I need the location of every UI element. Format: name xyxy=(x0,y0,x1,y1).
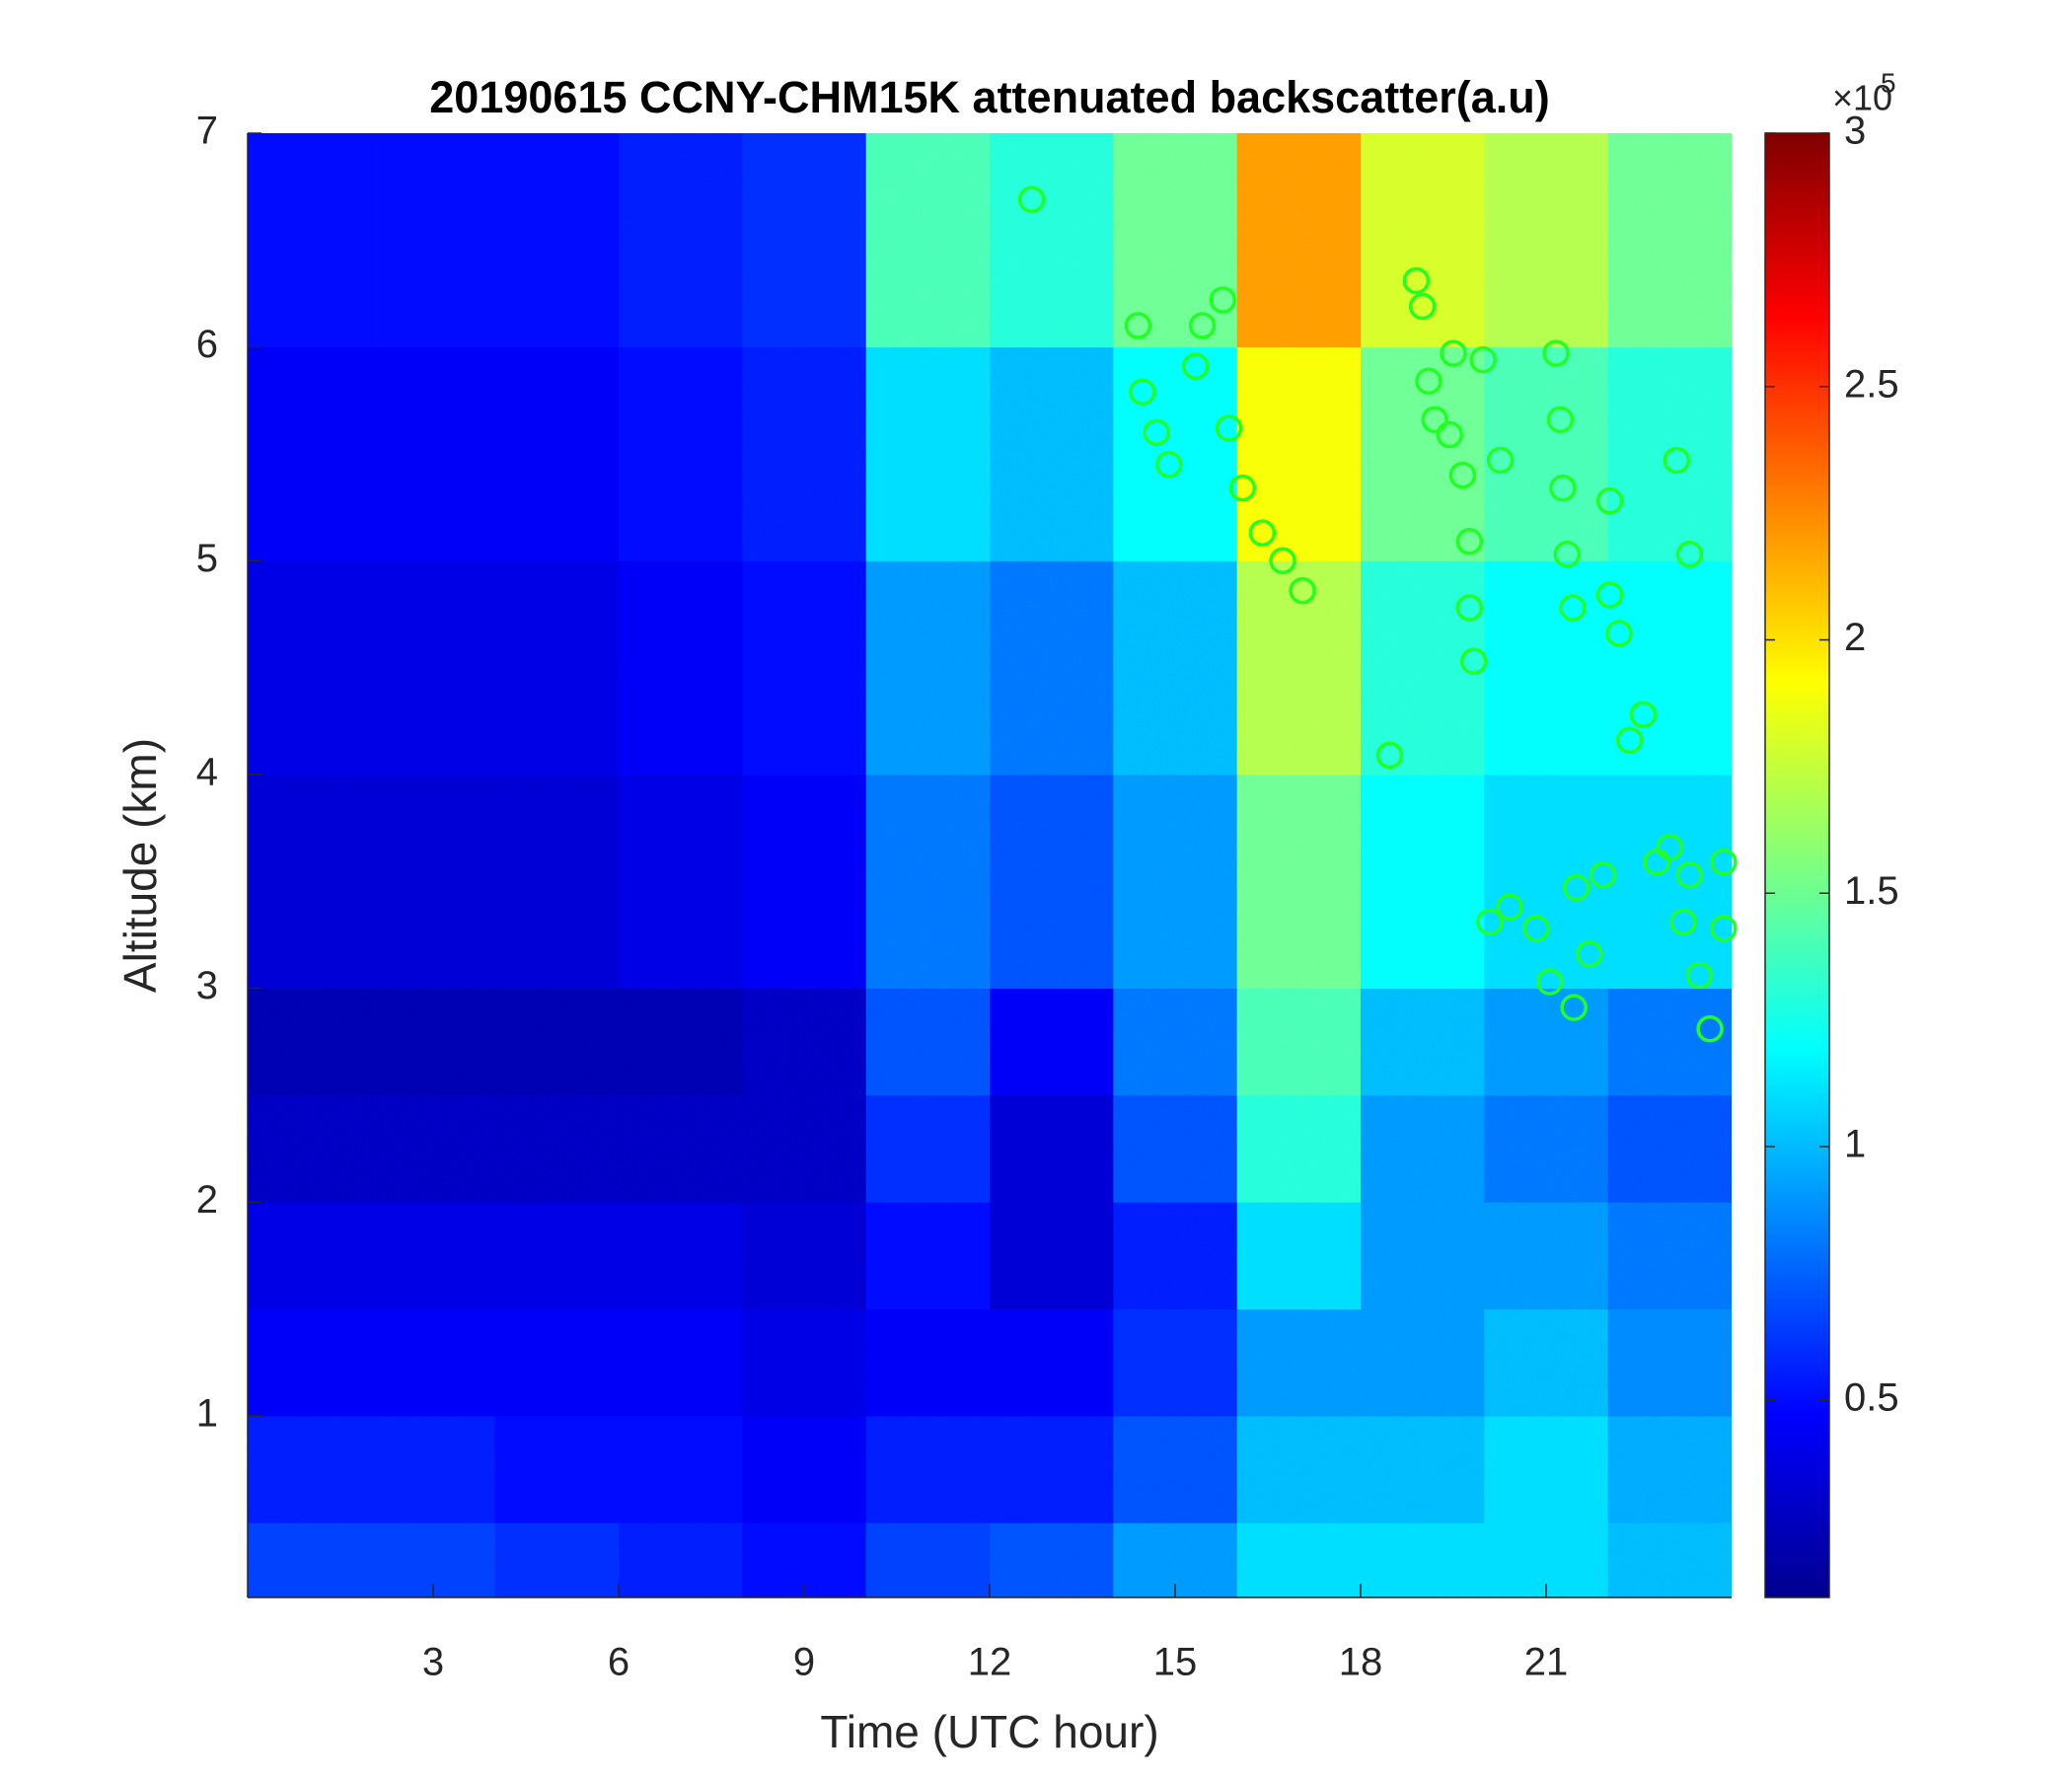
scatter-point xyxy=(1549,474,1577,502)
colorbar-scale-base: ×10 xyxy=(1832,78,1892,118)
scatter-point xyxy=(1559,594,1587,622)
scatter-point xyxy=(1215,414,1243,442)
scatter-point xyxy=(1228,474,1257,502)
scatter-point xyxy=(1595,486,1624,515)
x-axis-label: Time (UTC hour) xyxy=(820,1706,1158,1757)
colorbar xyxy=(1764,132,1830,1598)
colorbar-tick-label: 1.5 xyxy=(1844,869,1899,913)
scatter-overlay xyxy=(1017,186,1738,1043)
scatter-point xyxy=(1629,701,1658,729)
texture xyxy=(248,133,1732,1597)
scatter-point xyxy=(1448,461,1477,489)
scatter-point xyxy=(1496,893,1523,921)
y-tick-label: 4 xyxy=(196,750,218,793)
y-tick-label: 5 xyxy=(196,537,218,580)
scatter-point xyxy=(1455,528,1484,556)
scatter-point xyxy=(1615,726,1644,755)
x-tick-label: 21 xyxy=(1524,1641,1569,1684)
colorbar-tick-label: 0.5 xyxy=(1844,1375,1899,1419)
x-tick-label: 18 xyxy=(1339,1641,1383,1684)
scatter-point xyxy=(1605,620,1633,647)
scatter-point xyxy=(1696,1014,1724,1043)
scatter-point xyxy=(1181,352,1210,380)
scatter-point xyxy=(1402,266,1431,295)
scatter-point xyxy=(1421,406,1448,434)
scatter-point xyxy=(1455,594,1484,622)
scatter-point xyxy=(1710,849,1738,876)
scatter-point xyxy=(1675,541,1704,568)
colorbar-tick-label: 2.5 xyxy=(1844,362,1899,406)
colorbar-scale-power: 5 xyxy=(1881,67,1896,98)
scatter-point xyxy=(1562,873,1591,902)
scatter-point xyxy=(1560,994,1588,1021)
scatter-point xyxy=(1129,378,1156,406)
scatter-point xyxy=(1154,451,1183,479)
scatter-point xyxy=(1143,418,1170,447)
chart-title: 20190615 CCNY-CHM15K attenuated backscat… xyxy=(429,72,1549,122)
scatter-point xyxy=(1685,961,1714,990)
scatter-point xyxy=(1486,446,1515,475)
scatter-point xyxy=(1469,345,1497,374)
scatter-point xyxy=(1589,860,1617,889)
x-tick-label: 3 xyxy=(422,1641,444,1684)
scatter-point xyxy=(1663,446,1690,475)
scatter-point xyxy=(1375,741,1404,770)
scatter-point xyxy=(1436,420,1463,449)
x-tick-label: 6 xyxy=(608,1641,629,1684)
x-tick-label: 12 xyxy=(968,1641,1012,1684)
colorbar-tick-label: 2 xyxy=(1844,616,1866,659)
scatter-point xyxy=(1536,968,1564,996)
scatter-point xyxy=(1188,312,1217,339)
scatter-point xyxy=(1656,833,1684,861)
scatter-point xyxy=(1546,406,1575,434)
scatter-point xyxy=(1522,915,1550,942)
scatter-point xyxy=(1124,312,1152,339)
scatter-point xyxy=(1675,860,1704,889)
scatter-point xyxy=(1459,647,1488,675)
scatter-point xyxy=(1269,547,1296,575)
colorbar-tick-label: 3 xyxy=(1844,110,1866,153)
x-tick-label: 15 xyxy=(1153,1641,1198,1684)
x-tick-label: 9 xyxy=(793,1641,815,1684)
scatter-point xyxy=(1289,576,1316,605)
scatter-point xyxy=(1595,581,1624,609)
scatter-point xyxy=(1408,292,1437,321)
y-axis-label: Altitude (km) xyxy=(114,738,166,993)
y-tick-label: 6 xyxy=(196,323,218,366)
scatter-point xyxy=(1440,339,1467,367)
scatter-point xyxy=(1017,186,1046,213)
scatter-point xyxy=(1553,541,1582,568)
scatter-point xyxy=(1476,908,1504,936)
scatter-point xyxy=(1576,940,1603,968)
scatter-point xyxy=(1248,519,1277,547)
colorbar-tick-label: 1 xyxy=(1844,1123,1866,1166)
scatter-point xyxy=(1669,908,1697,936)
scatter-point xyxy=(1710,915,1738,942)
scatter-point xyxy=(1209,286,1237,314)
scatter-point xyxy=(1415,367,1443,396)
scatter-point xyxy=(1542,339,1570,367)
y-tick-label: 1 xyxy=(196,1391,218,1435)
y-tick-label: 3 xyxy=(196,964,218,1007)
y-tick-label: 7 xyxy=(196,110,218,153)
y-tick-label: 2 xyxy=(196,1178,218,1222)
